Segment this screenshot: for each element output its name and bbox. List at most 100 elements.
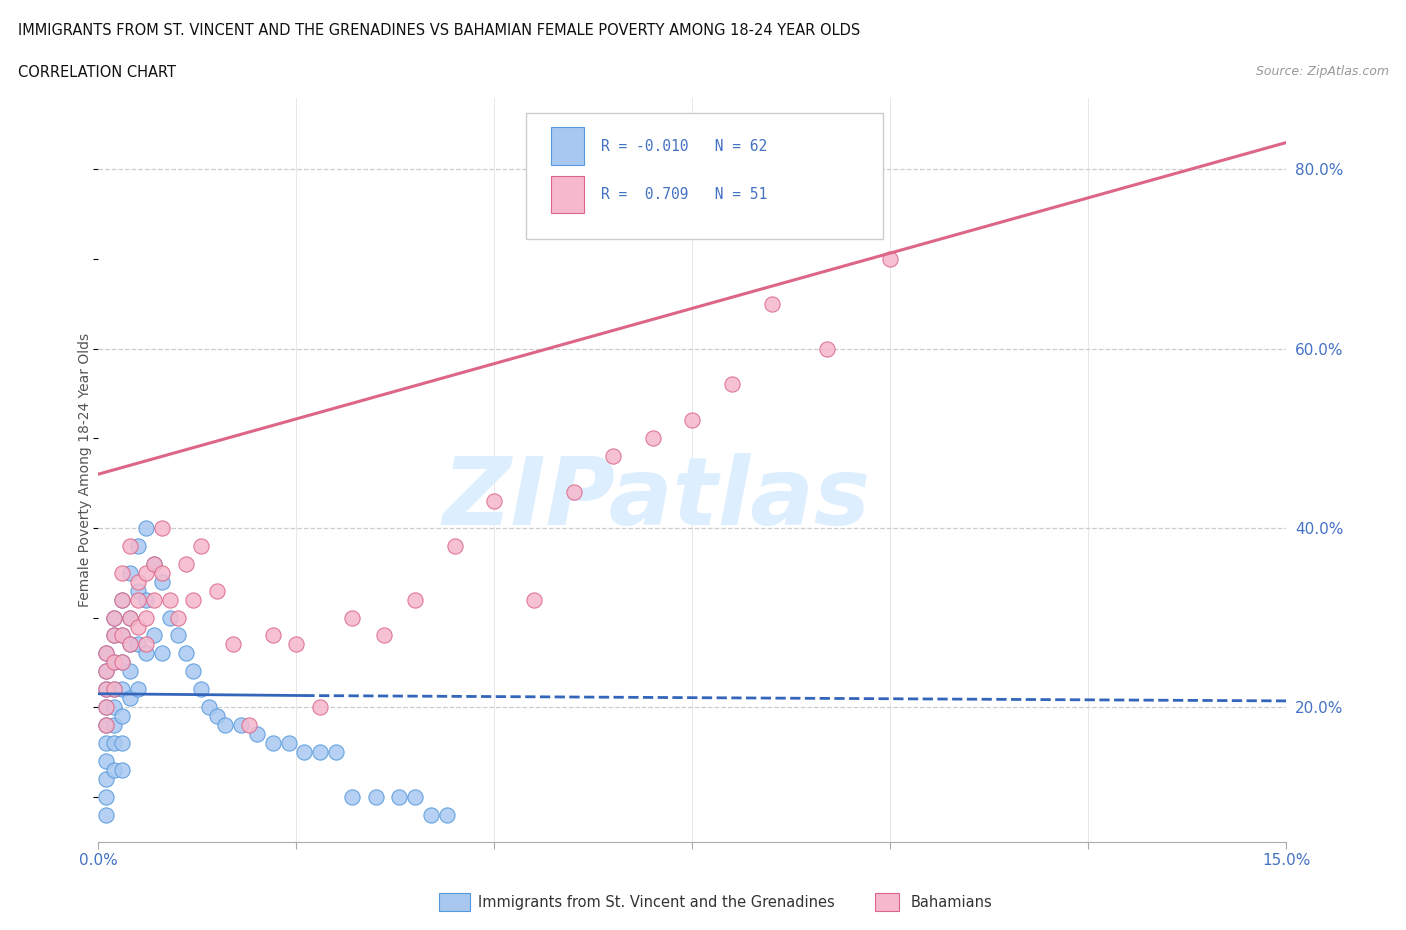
Point [120,637,142,652]
Point [292,745,315,760]
Point [166,610,188,625]
Point [444,538,467,553]
Point [96,736,118,751]
Point [96,682,118,697]
Point [111,592,134,607]
Point [262,736,284,751]
Point [111,592,134,607]
Point [222,637,245,652]
Point [150,521,173,536]
Point [277,736,299,751]
Point [96,753,118,768]
Point [96,682,118,697]
Point [127,637,149,652]
Point [111,736,134,751]
Point [127,574,149,589]
Point [127,682,149,697]
Point [111,682,134,697]
Point [120,664,142,679]
Point [309,745,332,760]
Point [103,699,125,714]
Point [721,377,744,392]
Point [96,646,118,661]
Point [135,646,157,661]
Point [262,628,284,643]
Point [135,565,157,580]
Point [183,664,205,679]
Point [96,807,118,822]
Point [120,610,142,625]
Point [127,583,149,598]
Point [103,763,125,777]
Point [103,628,125,643]
Point [120,637,142,652]
FancyBboxPatch shape [551,127,585,165]
Point [285,637,308,652]
Point [103,655,125,670]
Point [159,610,181,625]
Point [142,556,165,571]
Point [562,485,585,499]
Point [190,538,212,553]
Point [120,610,142,625]
Point [96,718,118,733]
Point [135,521,157,536]
Point [364,790,387,804]
Text: R = -0.010   N = 62: R = -0.010 N = 62 [600,139,768,153]
Point [142,556,165,571]
Point [103,736,125,751]
Text: Bahamians: Bahamians [911,895,993,910]
FancyBboxPatch shape [551,176,585,213]
Point [229,718,252,733]
Point [142,628,165,643]
Point [120,691,142,706]
Point [111,763,134,777]
Point [373,628,395,643]
Point [682,413,704,428]
Point [214,718,236,733]
Point [111,628,134,643]
Point [484,494,506,509]
Point [96,664,118,679]
Point [404,592,426,607]
Point [96,646,118,661]
Point [135,610,157,625]
Point [96,790,118,804]
Y-axis label: Female Poverty Among 18-24 Year Olds: Female Poverty Among 18-24 Year Olds [79,333,93,606]
Point [150,565,173,580]
Point [207,583,229,598]
Point [120,565,142,580]
Text: Immigrants from St. Vincent and the Grenadines: Immigrants from St. Vincent and the Gren… [478,895,835,910]
Point [111,709,134,724]
Point [183,592,205,607]
Text: Source: ZipAtlas.com: Source: ZipAtlas.com [1256,65,1389,78]
Point [103,610,125,625]
Point [111,655,134,670]
Text: CORRELATION CHART: CORRELATION CHART [18,65,176,80]
Text: IMMIGRANTS FROM ST. VINCENT AND THE GRENADINES VS BAHAMIAN FEMALE POVERTY AMONG : IMMIGRANTS FROM ST. VINCENT AND THE GREN… [18,23,860,38]
Point [96,699,118,714]
FancyBboxPatch shape [439,893,470,911]
Point [103,628,125,643]
Point [523,592,546,607]
FancyBboxPatch shape [875,893,900,911]
Point [111,565,134,580]
Point [127,592,149,607]
Point [420,807,443,822]
Point [103,682,125,697]
Point [135,637,157,652]
Point [325,745,347,760]
Text: R =  0.709   N = 51: R = 0.709 N = 51 [600,187,768,202]
Point [815,341,838,356]
Point [879,251,901,266]
Point [103,682,125,697]
Point [207,709,229,724]
FancyBboxPatch shape [526,113,883,239]
Point [340,610,363,625]
Point [404,790,426,804]
Point [127,619,149,634]
Point [166,628,188,643]
Point [135,592,157,607]
Point [127,538,149,553]
Point [111,655,134,670]
